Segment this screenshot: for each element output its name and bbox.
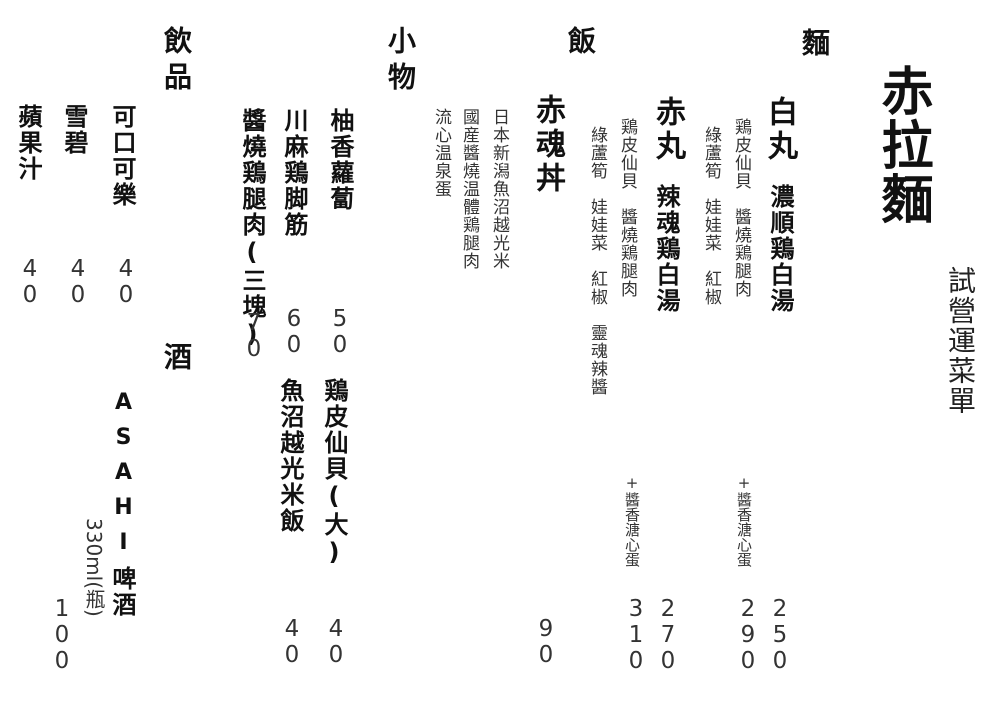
akamaru-soup: 辣魂鶏白湯 — [652, 184, 680, 314]
shiromaru-soup: 濃順鶏白湯 — [766, 184, 794, 314]
beer-price: 100 — [49, 596, 75, 674]
akamaru-price: 270 — [655, 596, 681, 674]
akamaru-desc-toppings: 鶏皮仙貝 醬燒鶏腿肉 — [617, 118, 637, 298]
akamaru-desc-vegetables: 綠蘆筍 娃娃菜 紅椒 靈魂辣醬 — [587, 126, 607, 396]
drink-price: 40 — [113, 256, 139, 308]
section-rice-heading: 飯 — [564, 26, 597, 62]
rice-bowl-name: 赤魂丼 — [530, 94, 565, 196]
shiromaru-addon: +醬香溏心蛋 — [735, 474, 753, 567]
small-dish-price: 50 — [327, 306, 353, 358]
beer-brand: ASAHI — [111, 390, 136, 565]
drink-price: 40 — [17, 256, 43, 308]
rice-bowl-price: 90 — [533, 616, 559, 668]
small-dish-name: 鶏皮仙貝(大) — [320, 378, 348, 568]
section-alcohol-heading: 酒 — [160, 342, 193, 378]
small-dish-price: 40 — [279, 616, 305, 668]
small-dish-name: 川麻鶏脚筋 — [280, 108, 308, 238]
beer-type: 啤酒 — [108, 566, 136, 618]
drink-name: 雪碧 — [60, 104, 88, 156]
rice-desc-rice: 日本新潟魚沼越光米 — [489, 108, 509, 270]
section-small-dishes-heading: 小物 — [384, 26, 417, 98]
rice-desc-chicken: 國産醬燒温體鶏腿肉 — [459, 108, 479, 270]
small-dish-name: 魚沼越光米飯 — [276, 378, 304, 534]
shiromaru-desc-vegetables: 綠蘆筍 娃娃菜 紅椒 — [701, 126, 721, 306]
small-dish-price: 70 — [241, 310, 267, 362]
drink-name: 可口可樂 — [108, 104, 136, 208]
shiromaru-name: 白丸 — [762, 96, 797, 164]
shiromaru-price: 250 — [767, 596, 793, 674]
small-dish-name: 柚香蘿蔔 — [326, 108, 354, 212]
shiromaru-desc-toppings: 鶏皮仙貝 醬燒鶏腿肉 — [731, 118, 751, 298]
beer-size: 330ml(瓶) — [82, 518, 106, 617]
small-dish-price: 40 — [323, 616, 349, 668]
section-noodles-heading: 麵 — [798, 28, 831, 64]
drink-name: 蘋果汁 — [14, 104, 42, 182]
shiromaru-price-addon: 290 — [735, 596, 761, 674]
small-dish-price: 60 — [281, 306, 307, 358]
drink-price: 40 — [65, 256, 91, 308]
menu-title: 赤拉麵 — [872, 64, 932, 226]
small-dish-name: 醬燒鶏腿肉(三塊) — [238, 108, 266, 350]
rice-desc-egg: 流心温泉蛋 — [431, 108, 451, 198]
section-drinks-heading: 飲品 — [160, 26, 193, 98]
akamaru-name: 赤丸 — [650, 96, 685, 164]
akamaru-addon: +醬香溏心蛋 — [623, 474, 641, 567]
akamaru-price-addon: 310 — [623, 596, 649, 674]
menu-subtitle: 試營運菜單 — [944, 266, 977, 416]
